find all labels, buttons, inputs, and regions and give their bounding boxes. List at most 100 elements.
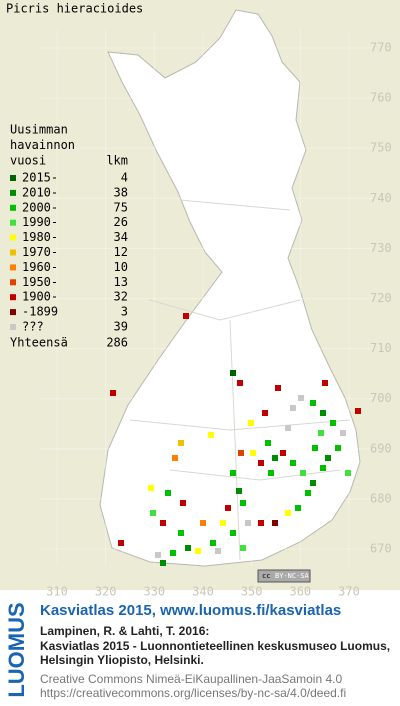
legend-count: 38 (114, 185, 128, 199)
observation-square (295, 505, 301, 511)
legend-swatch (10, 309, 16, 316)
observation-square (215, 548, 221, 554)
legend-swatch (10, 219, 16, 226)
observation-square (150, 510, 156, 516)
observation-square (208, 432, 214, 438)
legend-swatch (10, 234, 16, 241)
logo: LUOMUS (4, 602, 29, 697)
region-borders (129, 199, 351, 561)
legend-label: 1980- (22, 230, 58, 244)
observation-square (178, 440, 184, 446)
legend-swatch (10, 264, 16, 271)
grid-label-y: 670 (370, 542, 392, 556)
observation-square (118, 540, 124, 546)
legend-label: 2015- (22, 171, 58, 185)
grid-label-x: 350 (241, 585, 263, 599)
observation-square (155, 552, 161, 558)
legend-count: 39 (114, 320, 128, 334)
observation-square (258, 460, 264, 466)
headline: Kasviatlas 2015, www.luomus.fi/kasviatla… (40, 602, 341, 619)
observation-square (110, 390, 116, 396)
observation-square (335, 445, 341, 451)
legend-heading: Uusimman (10, 123, 68, 137)
grid-label-y: 690 (370, 441, 392, 455)
observation-square (285, 510, 291, 516)
legend-count: 4 (121, 171, 128, 185)
citation-line: Kasviatlas 2015 - Luonnontieteellinen ke… (40, 639, 390, 653)
legend-label: 1960- (22, 260, 58, 274)
badge-text: BY-NC-SA (275, 572, 310, 580)
observation-square (310, 400, 316, 406)
observation-square (272, 455, 278, 461)
observation-squares (110, 313, 361, 566)
legend-count: 26 (114, 215, 128, 229)
legend-heading: vuosi (10, 154, 46, 168)
observation-square (230, 530, 236, 536)
observation-square (275, 385, 281, 391)
observation-square (148, 485, 154, 491)
grid: 310 320 330 340 350 360 3706706806907007107207… (40, 30, 392, 599)
observation-square (178, 530, 184, 536)
observation-square (230, 370, 236, 376)
grid-label-y: 720 (370, 291, 392, 305)
observation-square (183, 313, 189, 319)
observation-square (258, 520, 264, 526)
observation-square (340, 430, 346, 436)
observation-square (265, 440, 271, 446)
observation-square (240, 545, 246, 551)
grid-label-x: 370 (338, 585, 360, 599)
observation-square (160, 560, 166, 566)
observation-square (290, 460, 296, 466)
observation-square (240, 500, 246, 506)
observation-square (305, 490, 311, 496)
grid-label-y: 770 (370, 41, 392, 55)
finland-outline (99, 9, 361, 567)
observation-square (250, 450, 256, 456)
grid-label-y: 680 (370, 491, 392, 505)
legend-count-heading: lkm (106, 154, 128, 168)
grid-label-y: 700 (370, 391, 392, 405)
legend-swatch (10, 189, 16, 196)
observation-square (237, 380, 243, 386)
observation-square (280, 450, 286, 456)
legend-label: 2000- (22, 200, 58, 214)
license-line: Creative Commons Nimeä-EiKaupallinen-Jaa… (40, 672, 342, 686)
grid-label-y: 740 (370, 191, 392, 205)
observation-square (210, 540, 216, 546)
grid-label-y: 750 (370, 141, 392, 155)
legend-total: 286 (106, 336, 128, 350)
grid-label-y: 760 (370, 91, 392, 105)
legend-total-label: Yhteensä (10, 336, 68, 350)
legend-count: 75 (114, 200, 128, 214)
legend-label: 1950- (22, 275, 58, 289)
legend-label: 1900- (22, 290, 58, 304)
legend-heading: havainnon (10, 138, 75, 152)
observation-square (172, 455, 178, 461)
legend-label: 2010- (22, 185, 58, 199)
observation-square (325, 455, 331, 461)
observation-square (245, 520, 251, 526)
legend-count: 32 (114, 290, 128, 304)
observation-square (248, 420, 254, 426)
legend-swatch (10, 294, 16, 301)
footer-background (0, 590, 400, 702)
grid-label-x: 340 (192, 585, 214, 599)
legend-swatch (10, 279, 16, 286)
observation-square (320, 410, 326, 416)
legend-count: 13 (114, 275, 128, 289)
observation-square (165, 490, 171, 496)
observation-square (225, 505, 231, 511)
observation-square (195, 548, 201, 554)
citation-line: Lampinen, R. & Lahti, T. 2016: (40, 624, 209, 638)
observation-square (160, 520, 166, 526)
grid-label-x: 360 (289, 585, 311, 599)
legend-label: 1970- (22, 245, 58, 259)
legend-label: ??? (22, 320, 44, 334)
license-line: https://creativecommons.org/licenses/by-… (40, 686, 346, 700)
legend-count: 34 (114, 230, 128, 244)
observation-square (310, 480, 316, 486)
observation-square (180, 500, 186, 506)
grid-label-y: 710 (370, 341, 392, 355)
observation-square (312, 445, 318, 451)
